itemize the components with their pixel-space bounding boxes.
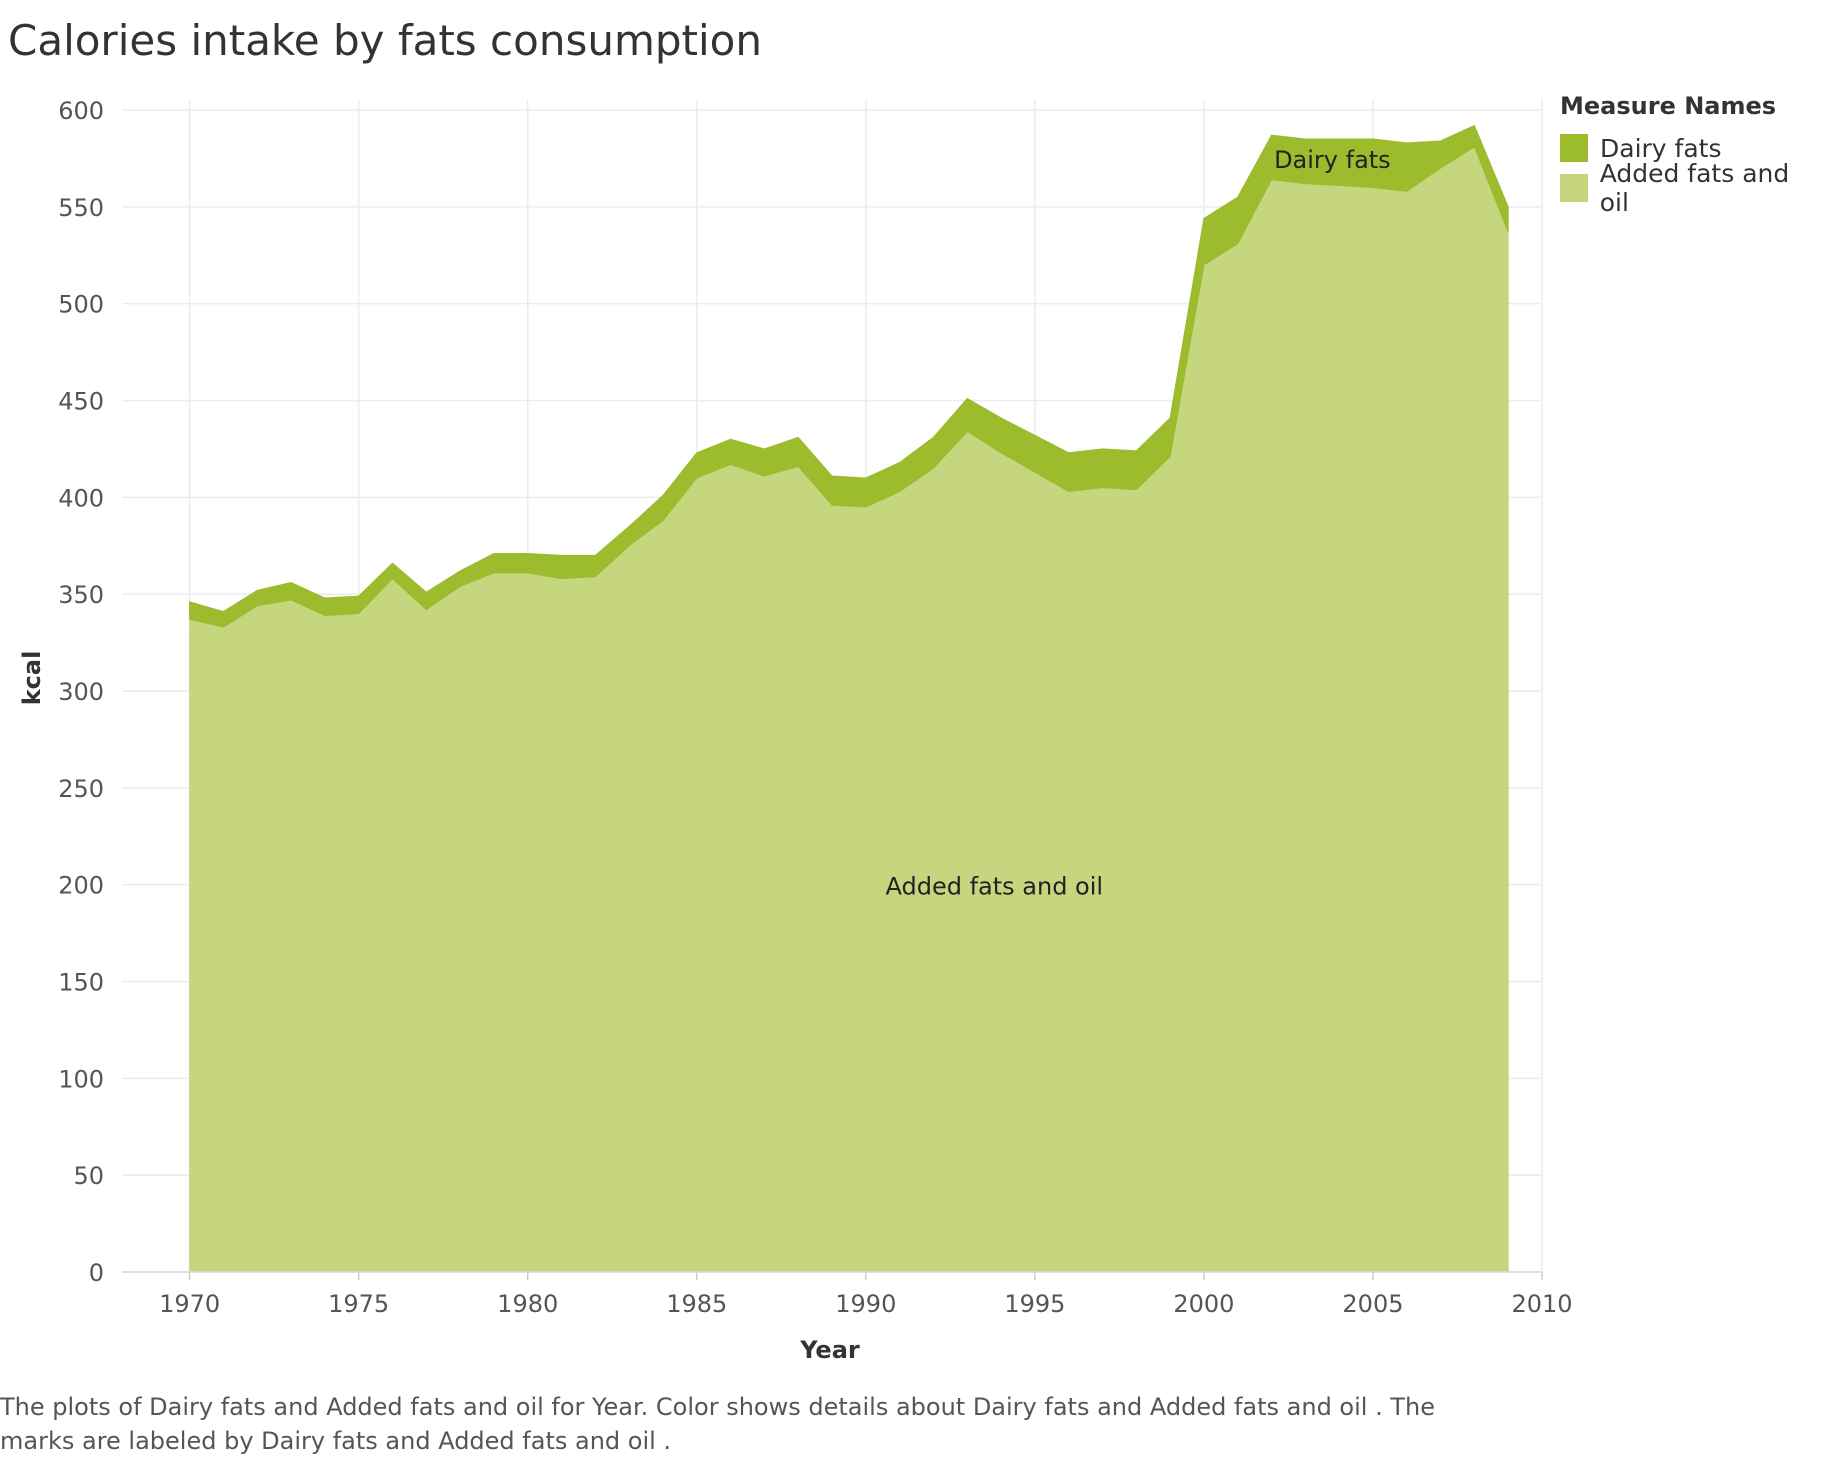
y-tick-label: 50	[73, 1162, 104, 1190]
y-tick-label: 300	[58, 678, 104, 706]
y-tick-label: 600	[58, 97, 104, 125]
y-tick-label: 0	[89, 1259, 104, 1287]
y-tick-label: 550	[58, 194, 104, 222]
x-tick-label: 1970	[159, 1290, 220, 1318]
legend-title: Measure Names	[1560, 92, 1777, 120]
legend-item-dairy-fats[interactable]: Dairy fats	[1560, 128, 1824, 168]
x-axis-label: Year	[799, 1336, 860, 1364]
x-tick-label: 1985	[666, 1290, 727, 1318]
y-tick-label: 500	[58, 291, 104, 319]
mark-label: Added fats and oil	[885, 872, 1103, 900]
area-added-fats-and-oil[interactable]	[189, 146, 1509, 1273]
area-series	[189, 124, 1509, 1273]
area-chart: 0 50 100 150 200 250 300 350 400 450 500 550 600 1970…	[18, 97, 1573, 1364]
x-tick-label: 1980	[497, 1290, 558, 1318]
legend: Measure Names Dairy fats Added fats and …	[1560, 92, 1824, 217]
axes: 0 50 100 150 200 250 300 350 400 450 500 550 600 1970…	[58, 97, 1572, 1318]
legend-swatch-added-fats-and-oil	[1560, 174, 1588, 202]
x-tick-label: 1990	[835, 1290, 896, 1318]
y-tick-label: 150	[58, 969, 104, 997]
x-tick-label: 1995	[1004, 1290, 1065, 1318]
area-dairy-fats[interactable]	[189, 124, 1509, 628]
legend-label: Dairy fats	[1600, 133, 1722, 163]
y-tick-label: 450	[58, 388, 104, 416]
chart-caption: The plots of Dairy fats and Added fats a…	[0, 1393, 1435, 1455]
y-tick-label: 400	[58, 484, 104, 512]
y-axis-label: kcal	[18, 651, 46, 706]
x-tick-label: 1975	[328, 1290, 389, 1318]
x-tick-label: 2000	[1173, 1290, 1234, 1318]
y-tick-label: 250	[58, 775, 104, 803]
legend-item-added-fats-and-oil[interactable]: Added fats and oil	[1560, 159, 1824, 217]
mark-labels: Dairy fats Added fats and oil	[885, 146, 1390, 900]
y-tick-label: 350	[58, 581, 104, 609]
legend-swatch-dairy-fats	[1560, 134, 1588, 162]
legend-label: Added fats and oil	[1599, 159, 1790, 217]
y-tick-label: 200	[58, 872, 104, 900]
x-tick-label: 2005	[1342, 1290, 1403, 1318]
x-tick-label: 2010	[1511, 1290, 1572, 1318]
mark-label: Dairy fats	[1274, 146, 1391, 174]
y-tick-label: 100	[58, 1065, 104, 1093]
chart-title: Calories intake by fats consumption	[8, 16, 762, 65]
